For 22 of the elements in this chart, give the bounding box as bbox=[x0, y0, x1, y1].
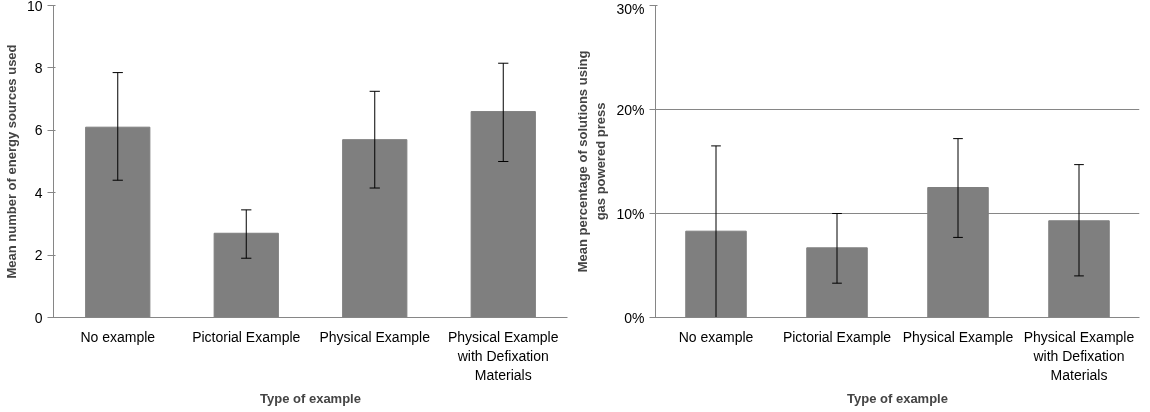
x-tick-label: Physical Example with Defixation Materials bbox=[1023, 328, 1135, 383]
x-tick-label: Physical Example bbox=[902, 328, 1014, 345]
x-tick-label: Pictorial Example bbox=[782, 328, 892, 345]
y-tick-label: 10 bbox=[26, 0, 43, 14]
x-tick-label: Physical Example with Defixation Materials bbox=[448, 328, 559, 383]
y-tick-label: 4 bbox=[34, 184, 43, 201]
x-tick-label: Physical Example bbox=[319, 328, 431, 345]
y-tick-label: 20% bbox=[616, 101, 645, 118]
y-tick-label: 8 bbox=[34, 59, 43, 76]
y-tick-label: 0 bbox=[34, 309, 43, 326]
y-tick-label: 2 bbox=[34, 247, 43, 264]
x-tick-label: No example bbox=[678, 328, 754, 345]
y-tick-label: 30% bbox=[616, 0, 645, 17]
x-tick-label: No example bbox=[80, 328, 156, 345]
x-axis-title: Type of example bbox=[260, 390, 361, 406]
y-tick-label: 10% bbox=[616, 205, 645, 222]
y-tick-label: 0% bbox=[624, 309, 645, 326]
y-axis-title: Mean percentage of solutions using gas powered press bbox=[575, 50, 609, 273]
y-tick-label: 6 bbox=[34, 122, 43, 139]
x-axis-title: Type of example bbox=[847, 390, 948, 406]
y-axis-title: Mean number of energy sources used bbox=[3, 44, 19, 279]
x-tick-label: Pictorial Example bbox=[192, 328, 301, 345]
